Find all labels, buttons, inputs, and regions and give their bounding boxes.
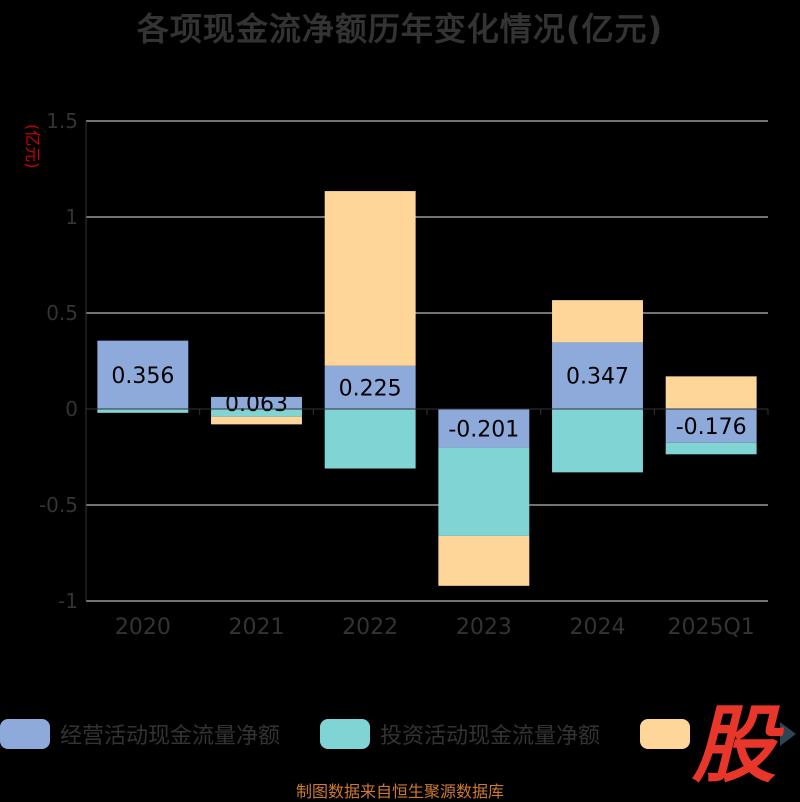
- bar-segment-3[interactable]: [665, 376, 757, 409]
- x-tick-label: 2023: [456, 615, 512, 640]
- legend-swatch-investing: [320, 719, 370, 749]
- legend-item-financing[interactable]: [640, 716, 700, 752]
- y-tick-label: 0.5: [46, 301, 78, 325]
- y-tick-label: 0: [65, 397, 78, 421]
- y-tick-label: 1.5: [46, 109, 78, 133]
- data-label: 0.063: [225, 392, 288, 417]
- data-label: -0.201: [448, 417, 519, 442]
- stacked-bar-chart: (亿元) 1.5 1 0.5 0 -0.5 -1 0.356 0.063 0.225 -0.20…: [23, 109, 769, 640]
- watermark-logo: 股: [692, 696, 777, 794]
- bar-segment-3[interactable]: [438, 535, 530, 586]
- y-axis-label: (亿元): [23, 124, 42, 169]
- bar-segment-1[interactable]: [211, 396, 302, 409]
- bar-segment-1[interactable]: [665, 409, 757, 443]
- legend-item-operating[interactable]: 经营活动现金流量净额: [0, 716, 280, 752]
- legend: 经营活动现金流量净额 投资活动现金流量净额: [0, 716, 800, 756]
- legend-label-investing: 投资活动现金流量净额: [380, 724, 601, 749]
- bar-segment-1[interactable]: [324, 365, 416, 409]
- x-tick-label: 2021: [229, 615, 285, 640]
- x-tick-label: 2024: [570, 615, 626, 640]
- data-label: 0.347: [566, 365, 629, 390]
- x-tick-label: 2025Q1: [668, 615, 755, 640]
- bar-segment-3[interactable]: [324, 191, 416, 366]
- legend-swatch-operating: [0, 719, 50, 749]
- bar-segment-2[interactable]: [211, 409, 302, 417]
- bar-segment-2[interactable]: [324, 409, 416, 469]
- legend-swatch-financing: [640, 719, 690, 749]
- y-tick-label: -0.5: [39, 493, 78, 517]
- y-tick-label: -1: [58, 589, 78, 613]
- legend-item-investing[interactable]: 投资活动现金流量净额: [320, 716, 600, 752]
- bar-segment-1[interactable]: [438, 409, 530, 448]
- bar-segment-2[interactable]: [438, 447, 530, 536]
- legend-label-operating: 经营活动现金流量净额: [60, 724, 281, 749]
- data-label: 0.225: [339, 376, 402, 401]
- bar-segment-2[interactable]: [97, 409, 189, 413]
- source-note: 制图数据来自恒生聚源数据库: [295, 782, 504, 801]
- data-label: -0.176: [676, 415, 747, 440]
- bar-segment-3[interactable]: [552, 300, 643, 343]
- y-tick-label: 1: [65, 205, 78, 229]
- chart-title: 各项现金流净额历年变化情况(亿元): [136, 10, 664, 48]
- legend-next-arrow-icon[interactable]: [780, 722, 796, 746]
- x-tick-label: 2022: [342, 615, 398, 640]
- bar-segment-2[interactable]: [665, 442, 757, 455]
- data-label: 0.356: [111, 364, 174, 389]
- bar-segment-1[interactable]: [97, 340, 189, 409]
- bar-segment-1[interactable]: [552, 342, 643, 409]
- bar-segment-3[interactable]: [211, 416, 302, 425]
- bar-segment-2[interactable]: [552, 409, 643, 473]
- x-tick-label: 2020: [115, 615, 171, 640]
